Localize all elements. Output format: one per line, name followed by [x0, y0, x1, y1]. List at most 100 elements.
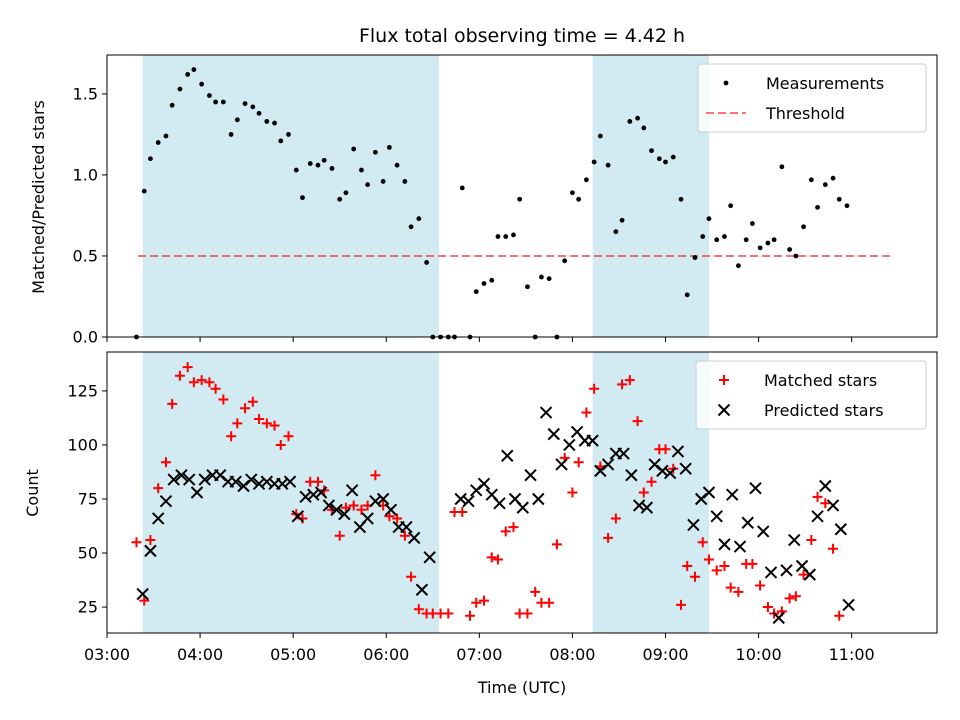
matched-star-point	[240, 403, 251, 414]
measurement-point	[177, 86, 183, 92]
predicted-star-point	[276, 477, 289, 491]
matched-star-point	[139, 595, 150, 606]
measurement-point	[787, 247, 793, 252]
matched-star-point	[573, 457, 584, 468]
top-panel: 0.0 0.5 1.0 1.5 Measurements Threshold	[73, 54, 938, 347]
measurement-point	[605, 162, 611, 168]
chart-title: Flux total observing time = 4.42 h	[359, 25, 685, 47]
x-tick-label: 03:00	[84, 645, 130, 664]
measurement-point	[714, 237, 720, 243]
y-tick-label: 50	[78, 544, 98, 563]
observing-span-1	[142, 352, 439, 633]
predicted-star-point	[601, 458, 615, 471]
measurement-point	[408, 224, 414, 230]
measurement-point	[321, 157, 327, 163]
matched-star-point	[348, 500, 359, 511]
matched-star-point	[167, 398, 178, 409]
predicted-star-point	[314, 486, 328, 499]
predicted-star-point	[671, 445, 685, 458]
predicted-star-point	[617, 447, 630, 460]
matched-star-point	[145, 535, 156, 546]
measurement-point	[185, 72, 191, 77]
predicted-star-point	[175, 469, 188, 482]
matched-star-point	[719, 560, 730, 571]
predicted-star-point	[788, 533, 801, 547]
predicted-star-point	[400, 520, 413, 534]
matched-star-point	[392, 513, 403, 524]
plot-frame	[106, 54, 938, 338]
matched-star-point	[755, 580, 766, 591]
predicted-star-point	[307, 488, 320, 501]
predicted-star-point	[151, 512, 165, 525]
matched-star-point	[283, 431, 294, 442]
predicted-star-point	[656, 464, 669, 478]
matched-star-point	[551, 539, 562, 550]
top-y-axis-label: Matched/Predicted stars	[29, 100, 48, 294]
predicted-star-point	[539, 406, 553, 419]
matched-star-point	[784, 593, 795, 604]
matched-star-point	[218, 394, 229, 405]
matched-star-point	[334, 530, 345, 541]
measurement-point	[307, 161, 313, 166]
legend-marker	[719, 375, 729, 385]
matched-star-point	[806, 535, 817, 546]
predicted-star-point	[361, 512, 374, 525]
matched-star-point	[589, 383, 600, 394]
predicted-star-point	[726, 488, 739, 501]
measurement-point	[300, 195, 305, 201]
matched-star-point	[530, 586, 541, 597]
predicted-star-point	[345, 484, 359, 497]
measurement-point	[213, 99, 218, 105]
predicted-star-point	[757, 525, 770, 538]
matched-star-point	[492, 554, 503, 565]
plot-frame	[106, 351, 938, 634]
matched-star-point	[356, 504, 367, 515]
measurement-point	[700, 234, 706, 239]
matched-star-point	[384, 511, 395, 522]
y-tick-label: 100	[67, 435, 98, 454]
measurement-point	[663, 159, 668, 165]
measurement-point	[155, 140, 161, 145]
measurement-point	[670, 154, 676, 160]
predicted-star-point	[245, 473, 258, 486]
matched-star-point	[312, 476, 323, 487]
measurement-point	[394, 162, 400, 168]
legend-label: Threshold	[765, 104, 845, 123]
predicted-star-point	[842, 598, 855, 612]
predicted-star-point	[749, 481, 762, 495]
bottom-panel: 25 50 75 100 125 03:00 04:00 05:00 06:00 07:00 08:…	[67, 351, 938, 664]
series-predicted-stars	[136, 406, 855, 625]
predicted-star-point	[547, 427, 561, 441]
matched-star-point	[226, 431, 237, 442]
matched-star-point	[153, 483, 164, 494]
predicted-star-point	[376, 492, 390, 506]
predicted-star-point	[710, 510, 723, 523]
legend-label: Measurements	[766, 74, 884, 93]
measurement-point	[264, 119, 270, 124]
legend-marker	[717, 403, 731, 417]
measurement-point	[242, 101, 248, 107]
observing-span-1	[142, 55, 439, 337]
predicted-star-point	[501, 449, 514, 462]
measurement-point	[343, 190, 349, 196]
measurement-point	[293, 167, 299, 173]
measurement-point	[148, 156, 153, 162]
predicted-star-point	[563, 438, 576, 452]
matched-star-point	[182, 362, 193, 373]
matched-star-point	[465, 610, 476, 621]
predicted-star-point	[640, 501, 654, 514]
predicted-star-point	[663, 466, 677, 480]
legend-box	[697, 63, 927, 133]
measurement-point	[424, 260, 429, 265]
matched-star-point	[725, 582, 736, 593]
predicted-star-point	[733, 540, 747, 553]
predicted-star-point	[260, 475, 274, 488]
predicted-star-point	[516, 501, 529, 514]
matched-star-point	[500, 526, 511, 537]
measurement-point	[495, 234, 501, 239]
x-tick-label: 04:00	[177, 645, 223, 664]
predicted-star-point	[532, 492, 545, 506]
legend: Matched stars Predicted stars	[695, 360, 927, 430]
matched-star-point	[610, 513, 621, 524]
measurement-point	[538, 274, 544, 280]
